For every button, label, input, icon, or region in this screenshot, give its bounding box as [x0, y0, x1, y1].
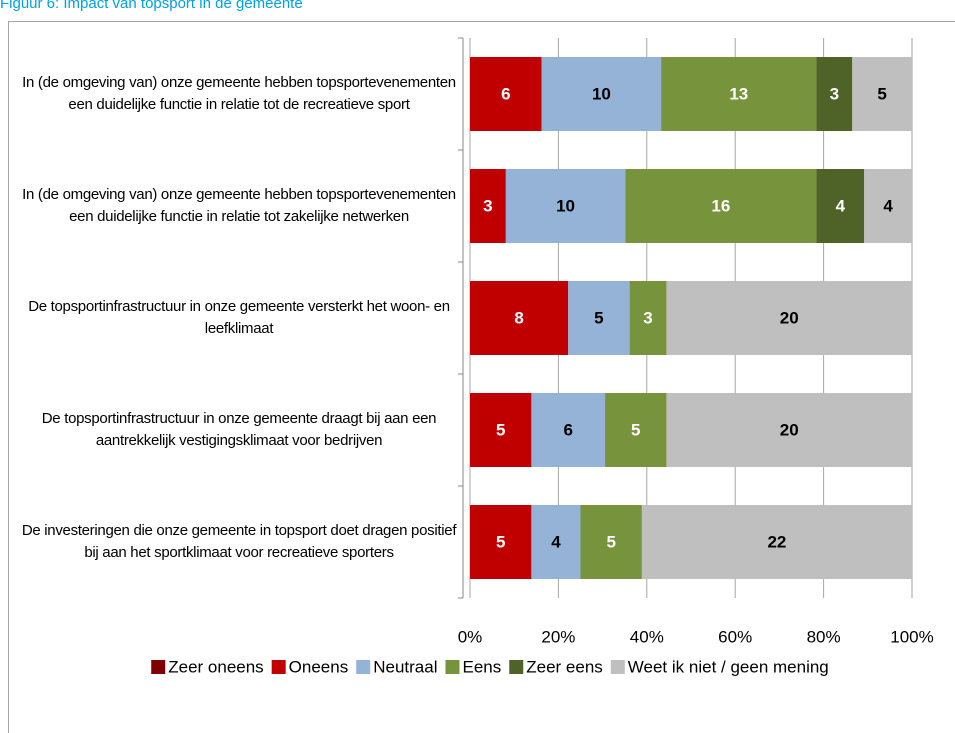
category-label-box: In (de omgeving van) onze gemeente hebbe…: [22, 186, 456, 225]
bar-segment: [470, 281, 569, 355]
bar-segment: [470, 393, 532, 467]
category-label-box: De topsportinfrastructuur in onze gemeen…: [41, 410, 437, 449]
bar-segment: [641, 505, 912, 579]
data-label: 5: [606, 532, 615, 551]
bar-segment: [666, 393, 912, 467]
data-label: 6: [563, 420, 572, 439]
data-label: 3: [483, 196, 492, 215]
bar-segment: [816, 169, 865, 243]
legend-swatch: [509, 660, 524, 674]
chart-title: Figuur 6: Impact van topsport in de geme…: [0, 0, 303, 12]
y-tick-label: De investeringen die onze gemeente in to…: [21, 522, 457, 561]
bar-segment: [852, 57, 912, 131]
legend-label: Zeer eens: [526, 657, 603, 676]
bar-segment: [541, 57, 662, 131]
bar-segment: [531, 393, 606, 467]
x-tick-label: 0%: [458, 627, 483, 646]
legend-swatch: [356, 660, 371, 674]
y-tick-label: De topsportinfrastructuur in onze gemeen…: [41, 410, 437, 449]
data-label: 8: [514, 308, 523, 327]
data-label: 16: [711, 196, 730, 215]
data-label: 10: [556, 196, 575, 215]
bar-segment: [531, 505, 581, 579]
y-tick-label: De topsportinfrastructuur in onze gemeen…: [28, 298, 450, 337]
bar-segment: [470, 169, 506, 243]
legend-swatch: [271, 660, 286, 674]
x-tick-label: 60%: [718, 627, 752, 646]
data-label: 10: [592, 84, 611, 103]
legend-label: Oneens: [289, 657, 349, 676]
legend-swatch: [151, 660, 166, 674]
x-tick-label: 80%: [807, 627, 841, 646]
data-label: 5: [496, 532, 505, 551]
legend: Zeer oneens Oneens Neutraal Eens Zeer eens We…: [151, 657, 829, 676]
x-tick-label: 40%: [630, 627, 664, 646]
category-label-box: De topsportinfrastructuur in onze gemeen…: [28, 298, 450, 337]
data-label: 5: [594, 308, 603, 327]
legend-label: Weet ik niet / geen mening: [628, 657, 829, 676]
category-label-box: In (de omgeving van) onze gemeente hebbe…: [22, 74, 456, 113]
data-label: 22: [767, 532, 786, 551]
bar-segment: [470, 505, 532, 579]
data-label: 5: [877, 84, 886, 103]
x-tick-label: 20%: [541, 627, 575, 646]
data-label: 5: [496, 420, 505, 439]
x-tick-label: 100%: [890, 627, 933, 646]
bar-segment: [816, 57, 853, 131]
data-label: 4: [836, 196, 846, 215]
bar-segment: [505, 169, 626, 243]
legend-label: Neutraal: [373, 657, 437, 676]
legend-swatch: [445, 660, 460, 674]
data-label: 3: [643, 308, 652, 327]
legend-swatch: [610, 660, 625, 674]
bar-segment: [625, 169, 817, 243]
data-label: 5: [631, 420, 640, 439]
data-label: 20: [780, 420, 799, 439]
bar-segment: [580, 505, 642, 579]
data-label: 6: [501, 84, 510, 103]
y-tick-label: In (de omgeving van) onze gemeente hebbe…: [22, 186, 456, 225]
chart-frame: [8, 21, 955, 733]
bar-segment: [661, 57, 817, 131]
category-label-box: De investeringen die onze gemeente in to…: [21, 522, 457, 561]
y-tick-label: In (de omgeving van) onze gemeente hebbe…: [22, 74, 456, 113]
bar-segment: [666, 281, 912, 355]
bar-segment: [605, 393, 667, 467]
bar-segment: [568, 281, 630, 355]
data-label: 4: [883, 196, 893, 215]
data-label: 13: [729, 84, 748, 103]
bar-segment: [864, 169, 912, 243]
bar-segment: [470, 57, 542, 131]
data-label: 3: [830, 84, 839, 103]
legend-label: Eens: [462, 657, 501, 676]
data-label: 20: [780, 308, 799, 327]
data-label: 4: [551, 532, 561, 551]
bar-segment: [629, 281, 667, 355]
legend-label: Zeer oneens: [168, 657, 263, 676]
